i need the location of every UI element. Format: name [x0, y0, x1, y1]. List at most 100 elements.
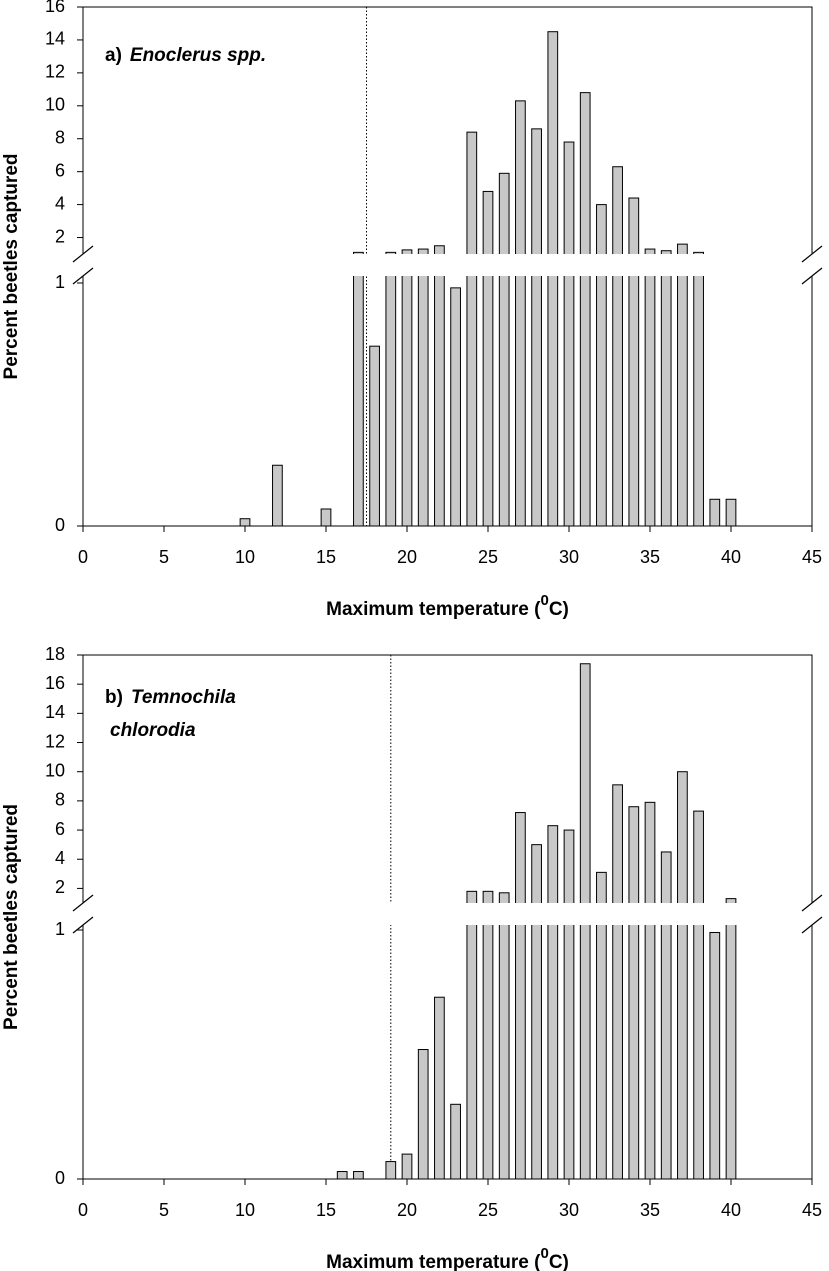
bar: [579, 92, 591, 527]
y-tick-label: 10: [45, 95, 65, 115]
y-tick-label: 18: [45, 644, 65, 664]
x-tick-label: 40: [721, 547, 741, 567]
bar: [644, 801, 656, 1180]
bar: [482, 190, 494, 527]
bar: [466, 890, 478, 1180]
x-tick-label: 20: [397, 547, 417, 567]
x-tick-label: 5: [159, 547, 169, 567]
y-tick-label: 2: [55, 877, 65, 897]
y-tick-label: 6: [55, 819, 65, 839]
break-mark: [72, 267, 94, 285]
y-tick-label: 14: [45, 702, 65, 722]
x-axis-title: Maximum temperature (0C): [326, 1245, 569, 1271]
bar: [450, 287, 461, 527]
bar: [709, 498, 721, 527]
axis-break: [71, 254, 824, 276]
x-tick-label: 45: [802, 547, 822, 567]
bar: [498, 172, 510, 527]
panel-label: a) Enoclerus spp.: [105, 45, 266, 66]
bar: [628, 197, 640, 527]
bar: [644, 248, 656, 527]
x-tick-label: 40: [721, 1200, 741, 1220]
bar: [498, 892, 510, 1180]
x-tick-label: 35: [640, 1200, 660, 1220]
break-mark: [801, 245, 823, 263]
panel-species: Temnochila: [131, 687, 236, 708]
bar: [660, 250, 672, 527]
y-tick-label: 0: [55, 515, 65, 535]
y-tick-label: 16: [45, 673, 65, 693]
y-tick-label: 12: [45, 731, 65, 751]
y-tick-label: 4: [55, 193, 65, 213]
bar: [515, 100, 526, 527]
y-tick-label: 2: [55, 226, 65, 246]
bar: [385, 251, 397, 527]
bar: [320, 508, 332, 527]
x-axis-title-part: Maximum temperature (: [326, 1252, 541, 1271]
bar: [369, 345, 380, 527]
break-mark: [72, 245, 94, 263]
bar: [612, 166, 623, 527]
bar: [450, 1103, 461, 1180]
bar: [417, 248, 429, 527]
bar: [336, 1171, 348, 1180]
panel-species: Enoclerus spp.: [130, 45, 266, 66]
x-tick-label: 30: [559, 547, 579, 567]
bar: [725, 498, 737, 527]
x-tick-label: 35: [640, 547, 660, 567]
bar: [677, 771, 688, 1180]
x-tick-label: 10: [235, 547, 255, 567]
x-tick-label: 25: [478, 547, 498, 567]
y-tick-label: 0: [55, 1168, 65, 1188]
panel-label: b) Temnochila: [105, 687, 236, 708]
bar: [693, 810, 704, 1180]
bar: [547, 825, 559, 1180]
x-tick-label: 0: [78, 1200, 88, 1220]
bar: [515, 812, 526, 1180]
bar: [466, 131, 478, 527]
y-tick-label: 12: [45, 62, 65, 82]
axis-break: [71, 903, 824, 925]
bar: [239, 518, 251, 527]
y-tick-label: 8: [55, 790, 65, 810]
x-axis-title: Maximum temperature (0C): [326, 592, 569, 620]
x-tick-label: 10: [235, 1200, 255, 1220]
break-mark: [72, 894, 94, 912]
y-axis-title: Percent beetles captured: [1, 804, 22, 1030]
break-mark: [801, 894, 823, 912]
bar: [612, 784, 623, 1180]
panel-species: chlorodia: [110, 720, 196, 741]
x-tick-label: 30: [559, 1200, 579, 1220]
x-axis-title-part: Maximum temperature (: [326, 599, 541, 620]
y-axis-title: Percent beetles captured: [1, 154, 22, 380]
x-tick-label: 15: [316, 1200, 336, 1220]
y-tick-label: 14: [45, 29, 65, 49]
bar: [547, 31, 559, 527]
break-mark: [72, 916, 94, 934]
x-tick-label: 45: [802, 1200, 822, 1220]
bar: [709, 931, 721, 1180]
bar: [660, 851, 672, 1180]
x-axis-title-superscript: 0: [540, 1245, 548, 1262]
y-tick-label: 1: [55, 919, 65, 939]
x-tick-label: 5: [159, 1200, 169, 1220]
y-tick-label: 4: [55, 848, 65, 868]
x-axis-title-superscript: 0: [540, 592, 548, 609]
bar: [417, 1049, 429, 1180]
break-mark: [801, 267, 823, 285]
x-tick-label: 0: [78, 547, 88, 567]
bar: [401, 249, 413, 527]
bar: [596, 204, 607, 527]
y-tick-label: 8: [55, 127, 65, 147]
y-tick-label: 10: [45, 760, 65, 780]
bar: [531, 844, 542, 1180]
bar: [563, 141, 575, 527]
bar: [628, 806, 640, 1180]
break-mark: [801, 916, 823, 934]
bar: [401, 1153, 413, 1180]
bar: [563, 829, 575, 1180]
panel-letter: b): [105, 687, 123, 708]
